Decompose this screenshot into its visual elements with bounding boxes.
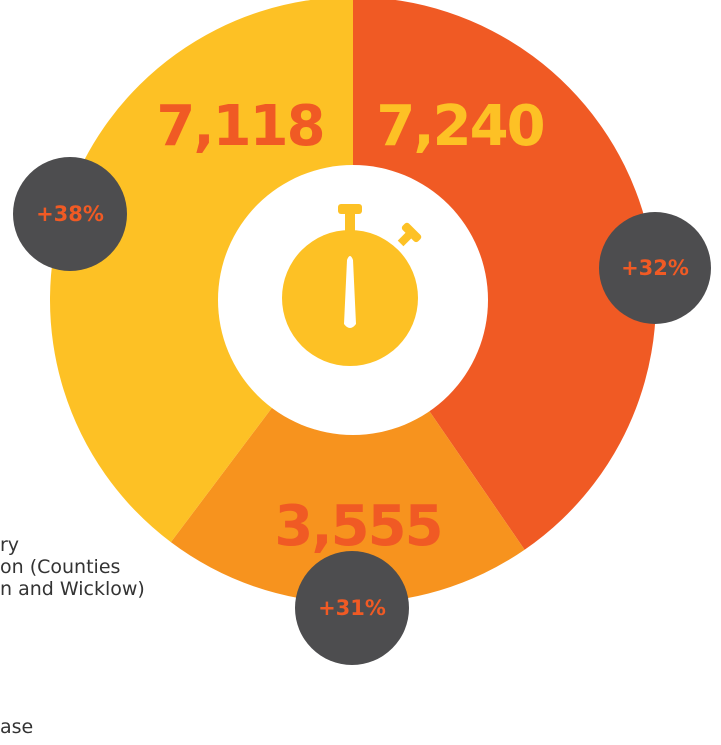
legend-fragment: on (Counties xyxy=(0,556,121,578)
slice-value-label: 7,240 xyxy=(376,94,543,159)
legend-fragment: ry xyxy=(0,534,20,556)
stopwatch-icon xyxy=(282,204,422,366)
change-badge-label: +32% xyxy=(621,256,689,280)
donut-slice xyxy=(353,0,656,550)
change-badge-circle xyxy=(295,551,409,665)
change-badge: +38% xyxy=(13,157,127,271)
stopwatch-stem xyxy=(345,212,355,232)
legend-fragment: ase xyxy=(0,716,34,738)
change-badge-label: +31% xyxy=(318,596,386,620)
stopwatch-top-button xyxy=(338,204,362,214)
change-badge-circle xyxy=(599,212,711,324)
donut-slice xyxy=(170,300,525,603)
change-badge-circle xyxy=(13,157,127,271)
change-badge: +32% xyxy=(599,212,711,324)
stopwatch-side-button xyxy=(397,222,422,247)
donut-slice xyxy=(50,0,353,543)
slice-value-label: 3,555 xyxy=(274,494,441,559)
legend-fragment: n and Wicklow) xyxy=(0,578,145,600)
slice-value-label: 7,118 xyxy=(156,94,323,159)
stopwatch-hand xyxy=(344,256,356,328)
change-badge-label: +38% xyxy=(36,202,104,226)
change-badge: +31% xyxy=(295,551,409,665)
